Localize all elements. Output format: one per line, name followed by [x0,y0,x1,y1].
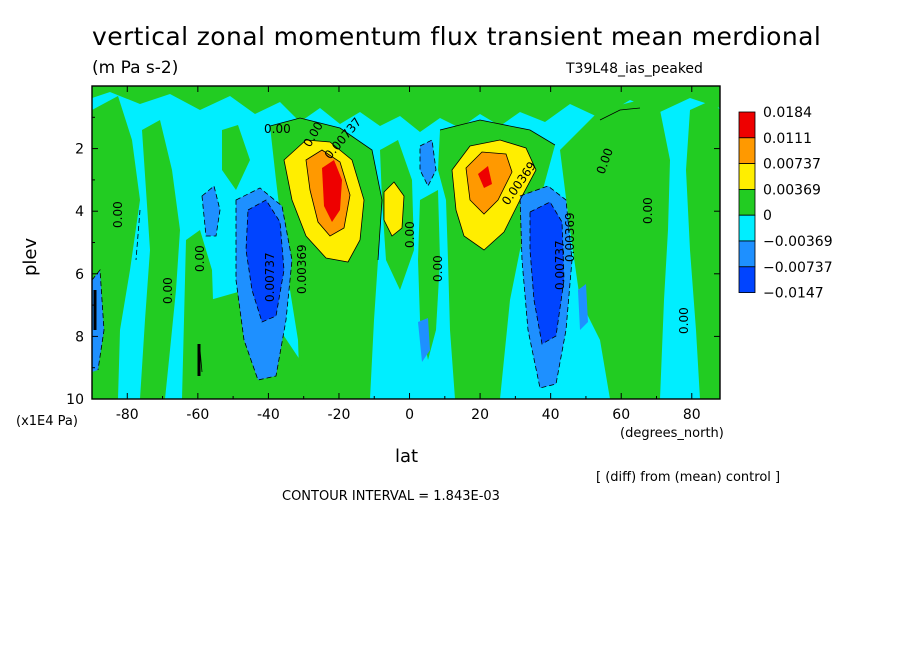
x-tick-label: 80 [683,407,701,423]
color-legend: 0.0184 0.0111 0.00737 0.00369 0 −0.00369 −0.00… [738,105,833,302]
red-region-right [478,166,492,188]
green-region-far-right [686,100,720,399]
blue-region-lat-7 [420,140,436,186]
legend-label: 0.00737 [763,157,821,173]
x-tick-label: 0 [405,407,414,423]
contour-label: 0.00737 [263,252,277,302]
x-tick-label: -80 [116,407,139,423]
x-tick-label: -60 [186,407,209,423]
legend-label: 0.0111 [763,131,812,147]
green-region-lat-50 [222,125,250,190]
chart-units: (m Pa s-2) [92,58,179,78]
green-region-left2 [140,120,180,399]
y-tick-label: 4 [75,204,84,220]
contour-label: 0.00 [403,221,417,248]
legend-swatch [738,163,756,190]
y-tick-label: 10 [66,392,84,408]
contour-label: 0.00369 [295,244,309,294]
x-tick-label: -20 [328,407,351,423]
x-axis: -80 -60 -40 -20 0 20 40 60 80 [91,86,701,423]
contour-field [92,86,720,399]
y-tick-label: 8 [75,329,84,345]
blue-region-lat-5 [418,318,430,362]
contour-label: 0.00737 [553,240,567,290]
diff-note: [ (diff) from (mean) control ] [596,470,781,485]
legend-label: −0.0147 [763,286,824,302]
negative-contour-lines [92,139,573,389]
contour-label: 0.00 [677,307,691,334]
y-axis: 2 4 6 8 10 [66,116,720,408]
legend-label: −0.00369 [763,234,833,250]
experiment-label: T39L48_ias_peaked [566,61,703,77]
y-axis-units: (x1E4 Pa) [16,414,78,429]
contour-interval: CONTOUR INTERVAL = 1.843E-03 [282,489,500,504]
green-region-top [92,86,720,132]
dark-blue-region-left [246,200,284,322]
green-region-right [560,100,670,399]
thick-marks [93,290,201,376]
contour-label: 0.00 [264,122,291,136]
x-tick-label: 20 [471,407,489,423]
blue-region-lat-70 [202,186,220,236]
legend-swatch [738,137,756,165]
chart-title: vertical zonal momentum flux transient m… [92,22,822,51]
y-tick-label: 6 [75,267,84,283]
contour-label: 0.00 [641,197,655,224]
legend-label: 0 [763,208,772,224]
blue-region-lat-42 [578,284,588,330]
contour-label: 0.00 [111,201,125,228]
legend-label: 0.0184 [763,105,812,121]
x-axis-units: (degrees_north) [620,426,724,441]
contour-label: 0.00369 [563,212,577,262]
green-region-lat-10 [418,190,440,360]
contour-label: 0.00 [431,255,445,282]
legend-swatch [738,188,756,216]
legend-swatch [738,266,756,293]
contour-label: 0.00 [161,277,175,304]
green-region-left [92,96,140,399]
y-tick-label: 2 [75,142,84,158]
legend-swatch [738,111,756,139]
red-region-left [322,160,342,222]
x-tick-label: 60 [612,407,630,423]
yellow-region-equator [384,182,404,236]
x-tick-label: 40 [542,407,560,423]
legend-label: −0.00737 [763,260,833,276]
x-axis-label: lat [395,446,419,467]
contour-label: 0.00 [193,245,207,272]
legend-swatch [738,214,756,242]
legend-swatch [738,240,756,268]
x-tick-label: -40 [257,407,280,423]
dark-blue-region-right [530,202,564,344]
legend-label: 0.00369 [763,182,821,198]
